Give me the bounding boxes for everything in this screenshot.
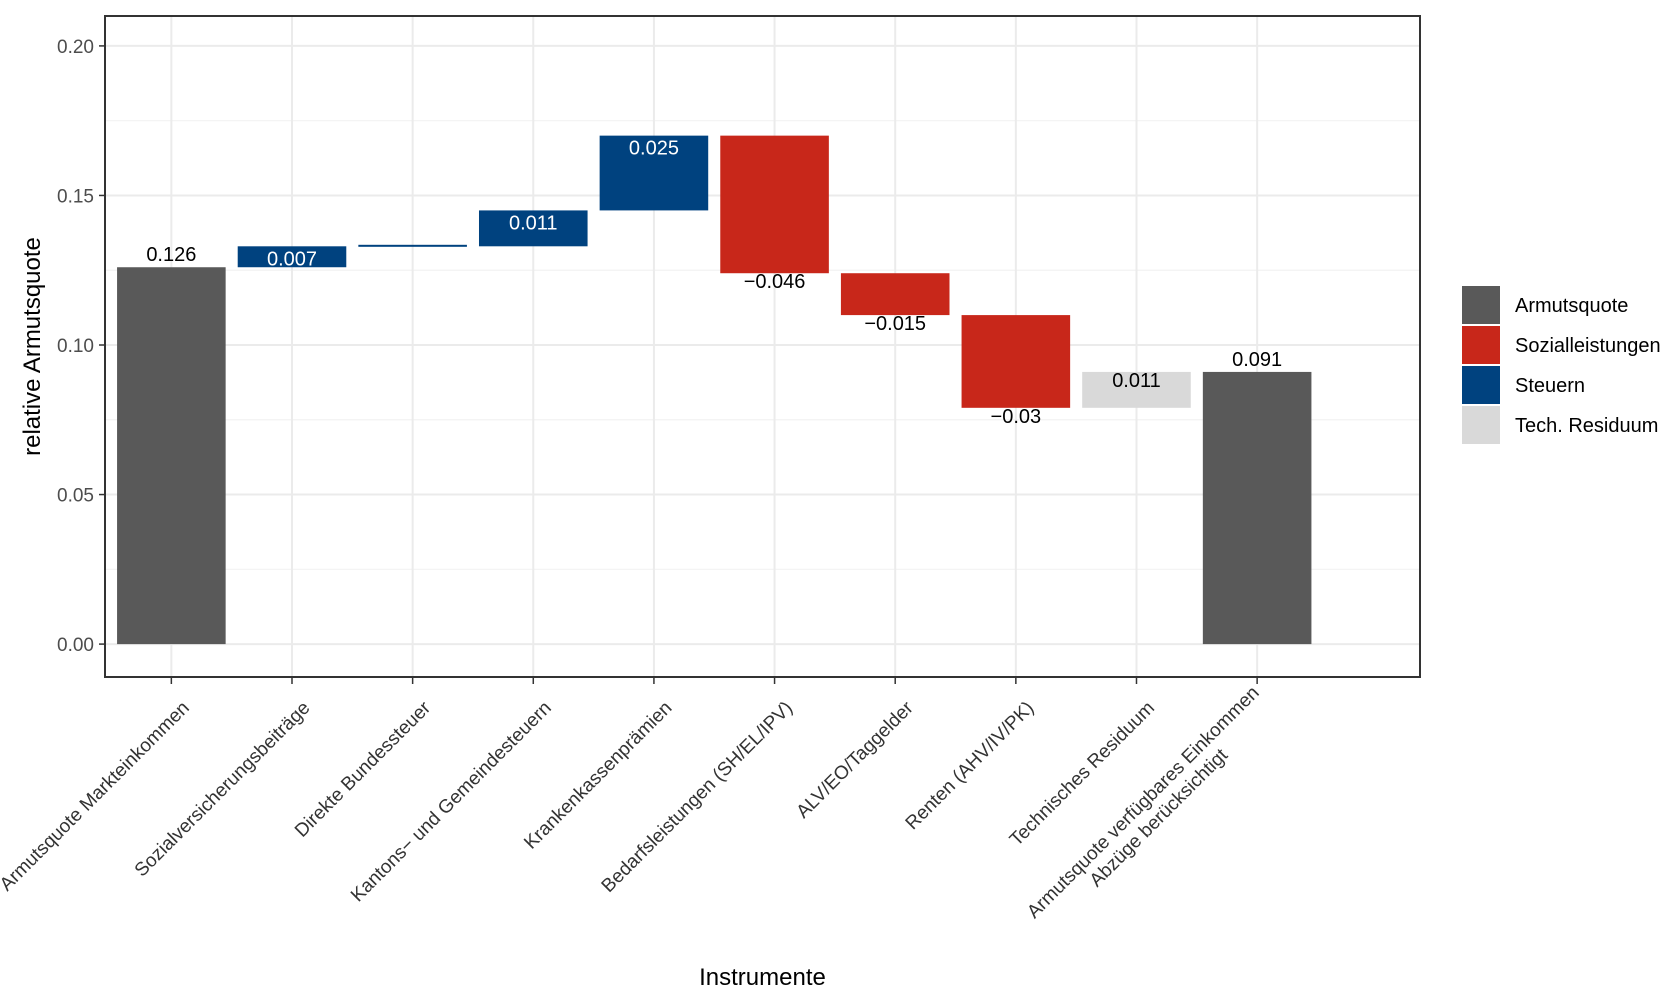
waterfall-bar — [599, 135, 709, 211]
bar-value-label: 0.007 — [267, 248, 317, 270]
bar-value-label: −0.03 — [991, 406, 1042, 428]
legend-label: Armutsquote — [1515, 295, 1628, 317]
y-tick-label: 0.20 — [57, 37, 94, 58]
bars-group — [117, 135, 1312, 645]
legend-swatch — [1462, 366, 1500, 404]
panel-border — [104, 15, 1421, 678]
legend-swatch — [1462, 406, 1500, 444]
bar-value-label: 0.091 — [1232, 349, 1282, 371]
bar-value-label: 0.011 — [509, 212, 558, 234]
waterfall-bar — [358, 244, 467, 247]
legend-label: Sozialleistungen — [1515, 335, 1661, 357]
y-tick-label: 0.05 — [57, 486, 94, 507]
y-tick-label: 0.10 — [57, 336, 94, 357]
bar-value-label: 0.011 — [1112, 370, 1161, 392]
waterfall-bar — [1202, 371, 1312, 645]
y-tick-label: 0.00 — [57, 635, 94, 656]
legend-label: Steuern — [1515, 375, 1585, 397]
y-axis-title: relative Armutsquote — [19, 237, 46, 456]
waterfall-bar — [117, 267, 226, 645]
legend-swatch — [1462, 286, 1500, 324]
bar-labels-group: 0.126 0.007 0.011 0.025 −0.046 −0.015 −0.03 0.0… — [146, 138, 1282, 428]
waterfall-bar — [720, 135, 829, 274]
x-axis-title: Instrumente — [699, 964, 826, 991]
legend: Armutsquote Sozialleistungen Steuern Tech. … — [1462, 286, 1661, 444]
waterfall-bar — [478, 210, 588, 247]
legend-label: Tech. Residuum — [1515, 415, 1658, 437]
waterfall-bar — [961, 315, 1071, 408]
bar-value-label: −0.046 — [744, 271, 806, 293]
bar-value-label: 0.025 — [629, 138, 679, 160]
y-axis: 0.00 0.05 0.10 0.15 0.20 — [57, 37, 105, 656]
waterfall-bar — [1082, 371, 1191, 408]
waterfall-bar — [237, 246, 347, 268]
waterfall-bar — [840, 273, 950, 316]
y-tick-label: 0.15 — [57, 186, 94, 207]
bar-value-label: −0.015 — [864, 313, 926, 335]
legend-swatch — [1462, 326, 1500, 364]
bar-value-label: 0.126 — [146, 244, 196, 266]
